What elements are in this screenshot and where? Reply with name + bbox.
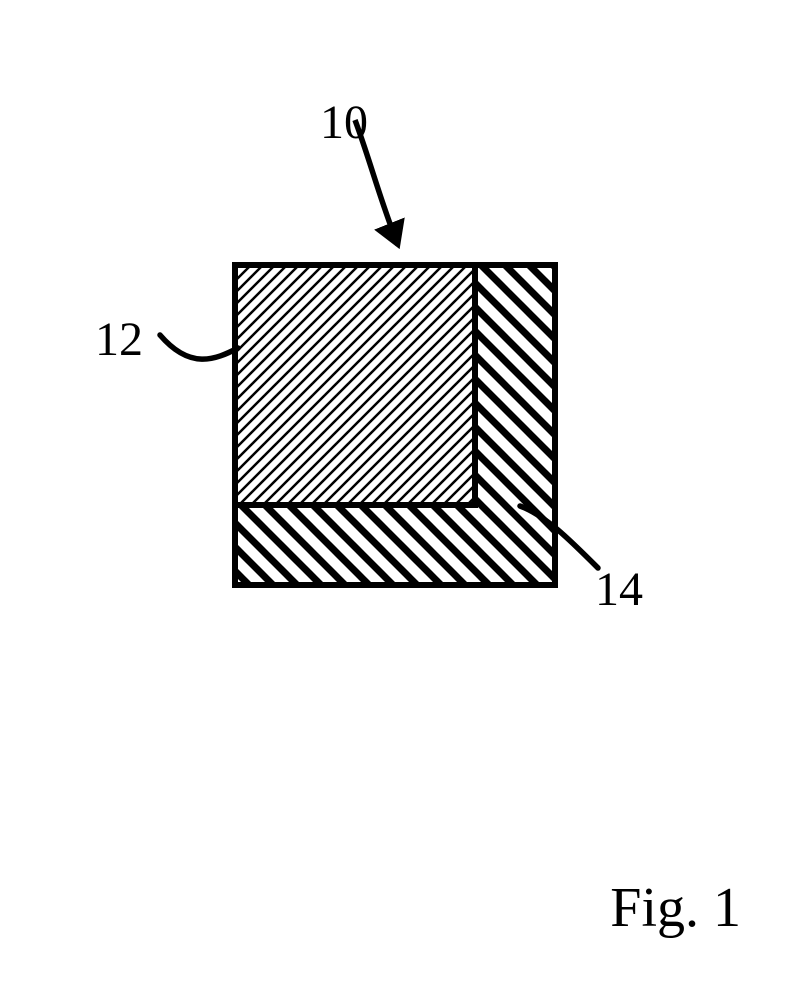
figure-svg bbox=[0, 0, 801, 1000]
region-inner bbox=[235, 265, 475, 505]
figure-caption: Fig. 1 bbox=[610, 876, 741, 940]
label-10: 10 bbox=[320, 95, 368, 150]
label-12: 12 bbox=[95, 312, 143, 367]
label-14: 14 bbox=[595, 562, 643, 617]
leader-12 bbox=[160, 335, 238, 359]
